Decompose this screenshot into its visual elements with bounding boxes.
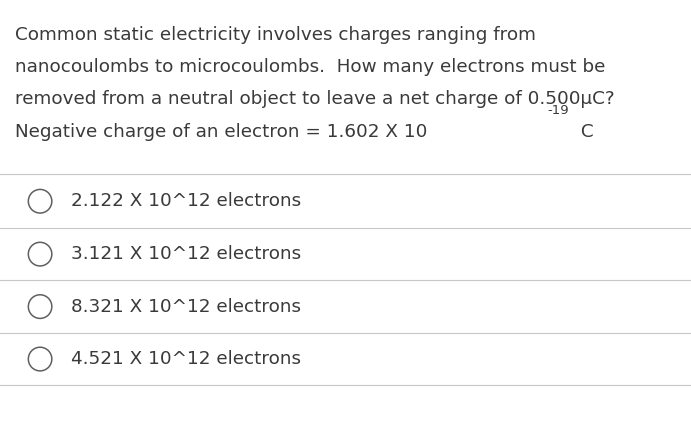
Text: Common static electricity involves charges ranging from: Common static electricity involves charg… [15, 26, 536, 44]
Text: 8.321 X 10^12 electrons: 8.321 X 10^12 electrons [71, 298, 301, 316]
Text: 2.122 X 10^12 electrons: 2.122 X 10^12 electrons [71, 192, 301, 210]
Text: 3.121 X 10^12 electrons: 3.121 X 10^12 electrons [71, 245, 301, 263]
Text: 4.521 X 10^12 electrons: 4.521 X 10^12 electrons [71, 350, 301, 368]
Text: Negative charge of an electron = 1.602 X 10: Negative charge of an electron = 1.602 X… [15, 123, 428, 141]
Text: -19: -19 [547, 104, 569, 117]
Text: removed from a neutral object to leave a net charge of 0.500μC?: removed from a neutral object to leave a… [15, 90, 615, 108]
Text: nanocoulombs to microcoulombs.  How many electrons must be: nanocoulombs to microcoulombs. How many … [15, 58, 605, 76]
Text: C: C [575, 123, 594, 141]
